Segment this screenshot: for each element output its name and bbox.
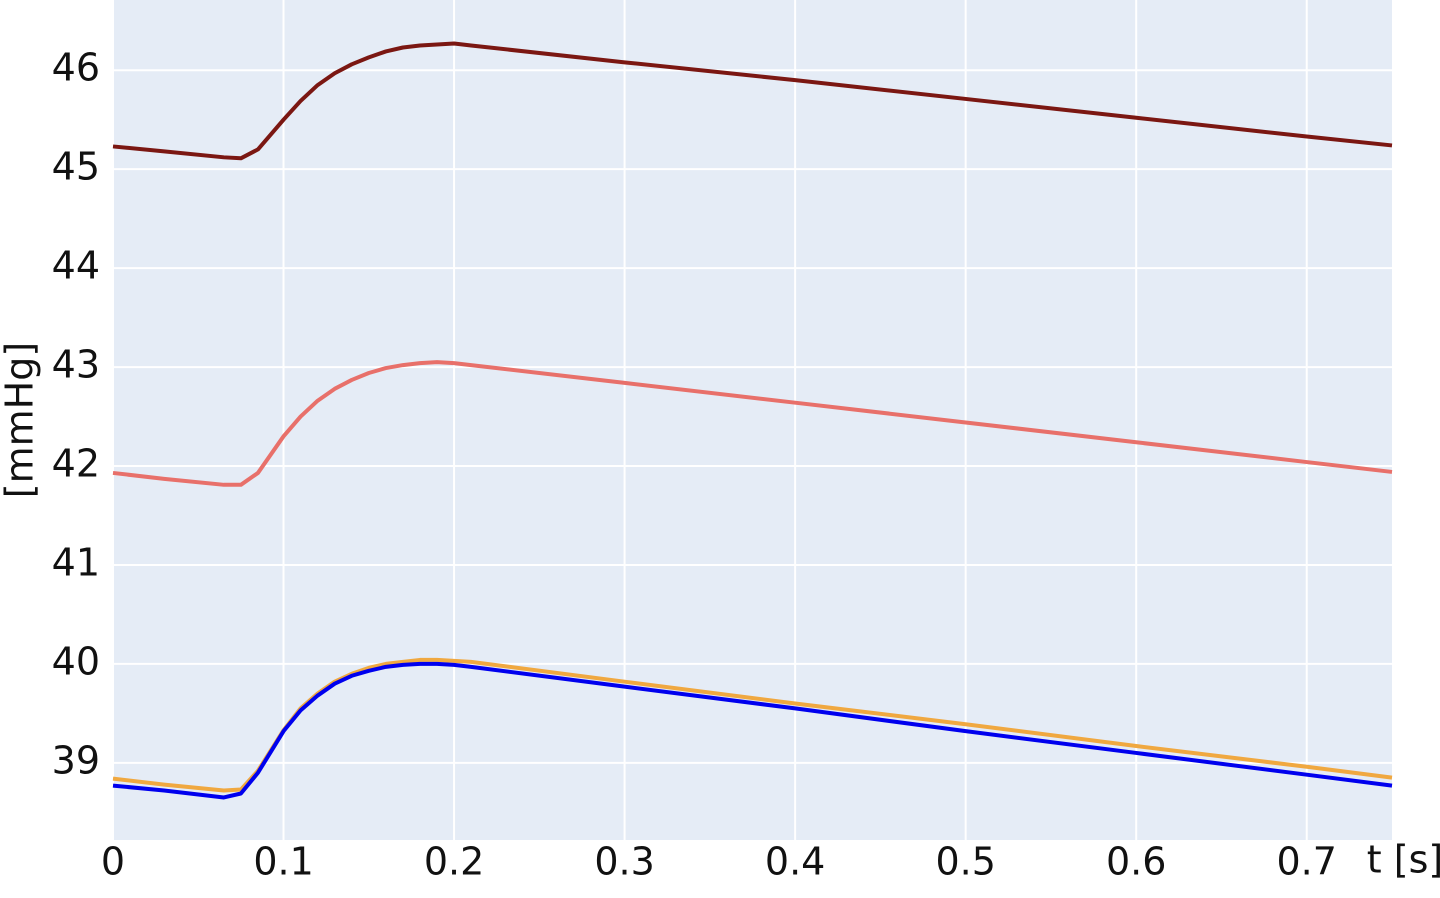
y-tick-label: 40 bbox=[52, 639, 100, 683]
y-tick-label: 45 bbox=[52, 145, 100, 189]
x-tick-label: 0.6 bbox=[1106, 840, 1166, 884]
y-tick-label: 42 bbox=[52, 442, 100, 486]
x-tick-label: 0.1 bbox=[253, 840, 313, 884]
x-tick-label: 0 bbox=[101, 840, 125, 884]
x-axis-label: t [s] bbox=[1367, 838, 1440, 882]
x-tick-label: 0.4 bbox=[765, 840, 825, 884]
series-line bbox=[112, 661, 1393, 800]
y-axis-label: [mmHg] bbox=[0, 342, 42, 498]
x-tick-label: 0.3 bbox=[594, 840, 654, 884]
y-tick-label: 39 bbox=[52, 738, 100, 782]
series-line bbox=[112, 360, 1393, 487]
series-line bbox=[112, 41, 1393, 161]
x-tick-label: 0.7 bbox=[1277, 840, 1337, 884]
y-tick-label: 44 bbox=[52, 244, 100, 288]
y-tick-label: 46 bbox=[52, 46, 100, 90]
y-tick-label: 41 bbox=[52, 540, 100, 584]
x-tick-label: 0.5 bbox=[935, 840, 995, 884]
y-tick-label: 43 bbox=[52, 343, 100, 387]
x-tick-label: 0.2 bbox=[424, 840, 484, 884]
